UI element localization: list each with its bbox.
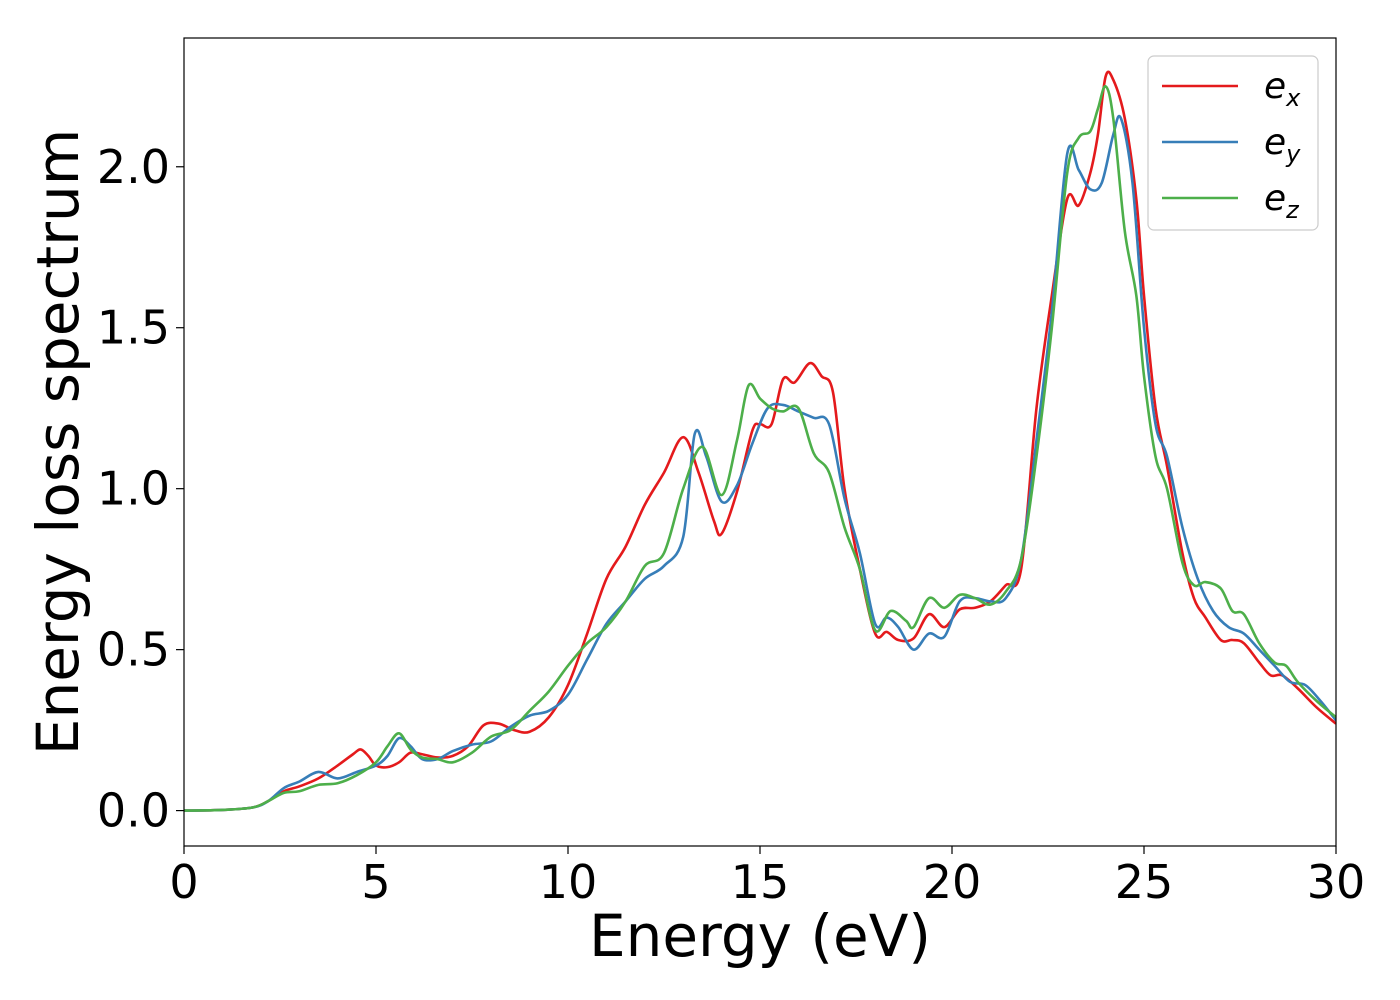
x-tick-label: 30: [1307, 855, 1366, 909]
legend-label-x: ex: [1264, 66, 1301, 112]
y-tick-label: 1.5: [97, 301, 170, 355]
x-tick-label: 25: [1115, 855, 1174, 909]
legend-label-sub: z: [1285, 196, 1300, 224]
y-tick-label: 0.0: [97, 784, 170, 838]
legend-label-sub: y: [1285, 140, 1301, 168]
y-axis-label: Energy loss spectrum: [24, 129, 92, 755]
x-axis-label: Energy (eV): [589, 902, 931, 970]
series-line-x: [184, 70, 1336, 812]
legend-label-base: e: [1264, 178, 1286, 219]
x-axis: 0 5 10 15 20 25 30: [169, 846, 1365, 909]
y-tick-label: 0.5: [97, 623, 170, 677]
x-tick-label: 15: [731, 855, 790, 909]
series-line-z: [184, 84, 1336, 812]
x-tick-label: 20: [923, 855, 982, 909]
x-tick-label: 5: [361, 855, 390, 909]
y-axis: 0.0 0.5 1.0 1.5 2.0: [97, 140, 184, 838]
legend-label-base: e: [1264, 66, 1286, 107]
legend-label-sub: x: [1285, 84, 1301, 112]
legend-label-y: ey: [1264, 122, 1301, 168]
y-tick-label: 2.0: [97, 140, 170, 194]
plot-background: [184, 38, 1336, 846]
legend-label-z: ez: [1264, 178, 1300, 224]
legend-label-base: e: [1264, 122, 1286, 163]
series-group: [184, 70, 1336, 812]
x-tick-label: 0: [169, 855, 198, 909]
y-tick-label: 1.0: [97, 462, 170, 516]
x-tick-label: 10: [539, 855, 598, 909]
